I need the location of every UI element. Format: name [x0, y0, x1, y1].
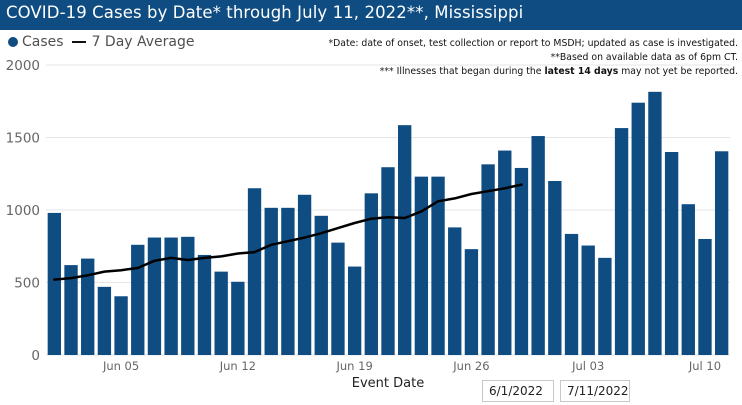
case-bar[interactable] — [614, 128, 629, 355]
case-bar[interactable] — [481, 164, 495, 355]
x-tick-label: Jul 03 — [571, 359, 604, 373]
case-bar[interactable] — [264, 207, 278, 355]
x-tick-label: Jun 05 — [102, 359, 139, 373]
case-bar[interactable] — [331, 242, 345, 355]
case-bar[interactable] — [448, 227, 462, 355]
case-bar[interactable] — [247, 188, 262, 355]
case-bar[interactable] — [548, 181, 562, 355]
case-bar[interactable] — [598, 257, 612, 355]
cases-legend-label[interactable]: Cases — [22, 34, 64, 50]
average-line — [53, 183, 523, 281]
case-bar[interactable] — [681, 204, 695, 355]
case-bar[interactable] — [664, 152, 679, 355]
x-tick-label: Jun 26 — [452, 359, 489, 373]
cases-legend-marker — [8, 37, 18, 47]
case-bar[interactable] — [64, 265, 78, 355]
case-bar[interactable] — [297, 194, 312, 355]
case-bar[interactable] — [164, 237, 178, 355]
case-bar[interactable] — [648, 91, 662, 355]
case-bar[interactable] — [398, 125, 412, 355]
case-bar[interactable] — [347, 266, 362, 355]
case-bar[interactable] — [698, 239, 712, 355]
footnote-latest-prefix: *** Illnesses that began during the — [379, 66, 545, 77]
case-bar[interactable] — [81, 258, 95, 355]
case-bar[interactable] — [97, 286, 112, 355]
average-legend-label[interactable]: 7 Day Average — [91, 34, 195, 50]
y-tick-label: 1000 — [6, 203, 40, 219]
case-bar[interactable] — [514, 167, 529, 355]
case-bar[interactable] — [231, 281, 245, 355]
y-tick-label: 1500 — [6, 131, 40, 147]
chart-title: COVID-19 Cases by Date* through July 11,… — [0, 0, 742, 30]
case-bar[interactable] — [631, 102, 645, 355]
case-bar[interactable] — [414, 176, 429, 355]
case-bar[interactable] — [181, 236, 195, 355]
x-tick-label: Jun 12 — [219, 359, 256, 373]
case-bar[interactable] — [197, 254, 212, 355]
x-axis-title: Event Date — [352, 376, 424, 391]
case-bar[interactable] — [464, 249, 479, 355]
case-bar[interactable] — [714, 151, 729, 355]
footnote-latest-suffix: may not yet be reported. — [618, 66, 738, 77]
case-bar[interactable] — [281, 207, 295, 355]
case-bar[interactable] — [364, 193, 378, 355]
case-bar[interactable] — [214, 271, 228, 355]
average-legend-marker — [71, 41, 86, 43]
case-bar[interactable] — [47, 212, 62, 355]
case-bar[interactable] — [131, 244, 145, 355]
case-bar[interactable] — [498, 150, 512, 355]
y-tick-label: 2000 — [6, 58, 40, 74]
start-date-filter[interactable]: 6/1/2022 — [482, 380, 554, 402]
footnote-data-timing: **Based on available data as of 6pm CT. — [550, 52, 738, 63]
case-bar[interactable] — [314, 215, 328, 355]
footnote-latest-bold: latest 14 days — [544, 66, 619, 77]
x-tick-label: Jul 10 — [688, 359, 721, 373]
y-tick-label: 0 — [31, 348, 40, 364]
case-bar[interactable] — [114, 296, 128, 355]
footnote-date-definition: *Date: date of onset, test collection or… — [328, 38, 738, 49]
case-bar[interactable] — [147, 237, 162, 355]
x-tick-label: Jun 19 — [336, 359, 373, 373]
y-tick-label: 500 — [14, 276, 40, 292]
case-bar[interactable] — [564, 233, 579, 355]
case-bar[interactable] — [431, 176, 445, 355]
case-bar[interactable] — [531, 136, 545, 355]
end-date-filter[interactable]: 7/11/2022 — [560, 380, 630, 402]
case-bar[interactable] — [581, 245, 595, 355]
footnotes: *Date: date of onset, test collection or… — [328, 37, 738, 79]
case-bar[interactable] — [381, 167, 395, 355]
footnote-latest-days: *** Illnesses that began during the late… — [328, 65, 738, 79]
legend: Cases 7 Day Average — [8, 34, 195, 50]
